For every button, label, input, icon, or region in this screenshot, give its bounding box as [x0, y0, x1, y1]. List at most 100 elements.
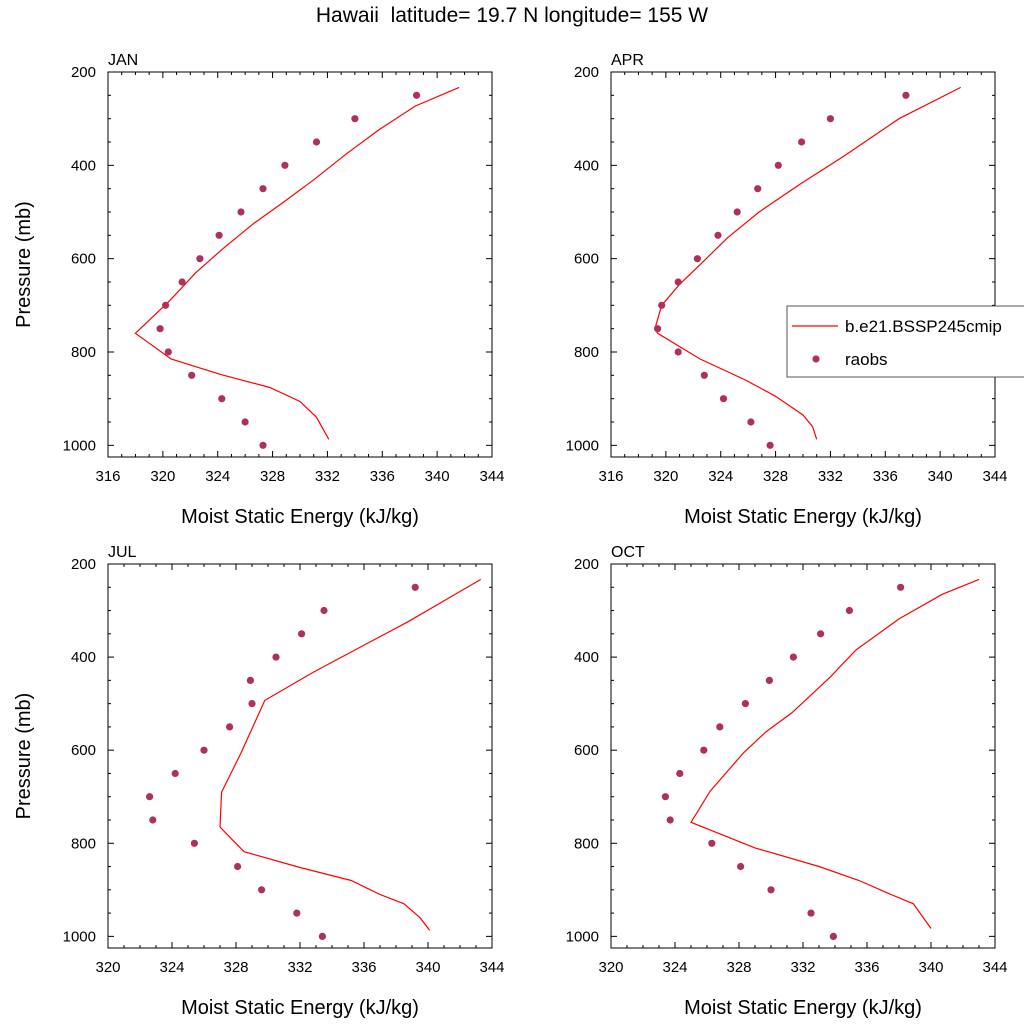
obs-point: [162, 301, 170, 309]
y-tick-label: 800: [71, 344, 96, 361]
panel-label: JAN: [108, 52, 138, 69]
y-axis-label: Pressure (mb): [13, 693, 35, 820]
obs-point: [234, 862, 242, 871]
y-tick-label: 1000: [63, 437, 96, 454]
y-tick-label: 200: [574, 64, 599, 81]
panel-jan: 316 320 324 328 332 336 340 344 200 400 600 800 1000…: [13, 52, 505, 528]
obs-point: [259, 441, 267, 449]
y-tick-label: 600: [71, 742, 96, 759]
x-tick-label: 336: [873, 468, 898, 485]
obs-point: [246, 676, 254, 685]
obs-point: [714, 231, 722, 239]
obs-point: [693, 255, 702, 263]
y-tick-label: 400: [574, 157, 599, 174]
obs-point: [149, 816, 157, 824]
x-tick-label: 340: [415, 959, 440, 976]
obs-point: [767, 886, 775, 894]
obs-point: [171, 769, 179, 778]
x-tick-label: 340: [918, 959, 943, 976]
obs-point: [248, 700, 256, 708]
x-axis-label: Moist Static Energy (kJ/kg): [181, 506, 419, 528]
obs-point: [700, 371, 708, 379]
x-tick-label: 324: [205, 468, 230, 485]
x-tick-label: 324: [159, 959, 184, 976]
x-tick-label: 320: [150, 468, 175, 485]
obs-point: [298, 630, 306, 638]
obs-point: [200, 746, 208, 754]
figure-title: Hawaii latitude= 19.7 N longitude= 155 W: [315, 4, 709, 27]
obs-point: [146, 793, 154, 801]
model-line: [690, 578, 980, 929]
y-tick-label: 800: [71, 835, 96, 852]
obs-point: [747, 418, 755, 426]
y-tick-label: 600: [574, 251, 599, 268]
x-axis-label: Moist Static Energy (kJ/kg): [684, 506, 922, 528]
obs-point: [807, 909, 815, 917]
y-tick-label: 1000: [63, 928, 96, 945]
obs-point: [897, 583, 905, 591]
obs-point: [320, 606, 328, 615]
panel-oct: 320 324 328 332 336 340 344 200 400 600 800 1000 OCT…: [566, 544, 1008, 1019]
obs-point: [654, 325, 662, 333]
obs-point: [156, 325, 164, 333]
obs-point: [676, 769, 684, 778]
obs-point: [293, 909, 301, 917]
obs-point: [190, 839, 198, 847]
obs-point: [789, 653, 798, 661]
obs-point: [817, 630, 825, 638]
x-tick-label: 316: [598, 468, 623, 485]
obs-point: [259, 185, 267, 193]
obs-point: [318, 932, 326, 941]
obs-point: [845, 606, 854, 615]
y-tick-label: 1000: [566, 437, 599, 454]
y-tick-label: 1000: [566, 928, 599, 945]
y-tick-label: 400: [71, 157, 96, 174]
legend-model-label: b.e21.BSSP245cmip: [845, 317, 1002, 336]
obs-point: [661, 793, 670, 801]
x-tick-label: 320: [653, 468, 678, 485]
panel-jul: 320 324 328 332 336 340 344 200 400 600 800 1000 JUL…: [13, 544, 505, 1019]
y-tick-label: 200: [574, 556, 599, 573]
obs-point: [218, 395, 226, 403]
obs-point: [237, 208, 245, 216]
y-tick-label: 800: [574, 344, 599, 361]
obs-point: [708, 839, 716, 847]
obs-point: [737, 862, 745, 871]
x-tick-label: 332: [287, 959, 312, 976]
model-line: [219, 578, 482, 931]
obs-point: [312, 138, 321, 146]
x-tick-label: 344: [982, 468, 1007, 485]
obs-point: [798, 138, 806, 146]
y-tick-label: 400: [574, 649, 599, 666]
obs-point: [902, 91, 910, 99]
obs-point: [719, 395, 728, 403]
panel-label: OCT: [611, 544, 645, 561]
x-tick-label: 336: [351, 959, 376, 976]
x-tick-label: 332: [790, 959, 815, 976]
y-tick-label: 200: [71, 64, 96, 81]
y-axis-label: Pressure (mb): [13, 201, 35, 328]
obs-point: [272, 653, 280, 661]
x-axis-label: Moist Static Energy (kJ/kg): [181, 997, 419, 1019]
obs-point: [754, 185, 762, 193]
obs-point: [241, 418, 249, 426]
x-tick-label: 340: [425, 468, 450, 485]
obs-point: [674, 278, 682, 286]
obs-point: [188, 371, 196, 379]
plot-frame: [610, 563, 996, 949]
y-tick-label: 600: [574, 742, 599, 759]
x-tick-label: 332: [315, 468, 340, 485]
obs-point: [774, 161, 782, 169]
x-tick-label: 328: [726, 959, 751, 976]
x-tick-label: 336: [854, 959, 879, 976]
obs-point: [829, 932, 838, 941]
x-axis-label: Moist Static Energy (kJ/kg): [684, 997, 922, 1019]
obs-point: [164, 348, 172, 356]
x-tick-label: 344: [982, 959, 1007, 976]
obs-point: [411, 583, 419, 591]
panel-label: APR: [611, 52, 644, 69]
panel-label: JUL: [108, 544, 137, 561]
x-tick-label: 328: [223, 959, 248, 976]
obs-point: [226, 723, 234, 731]
